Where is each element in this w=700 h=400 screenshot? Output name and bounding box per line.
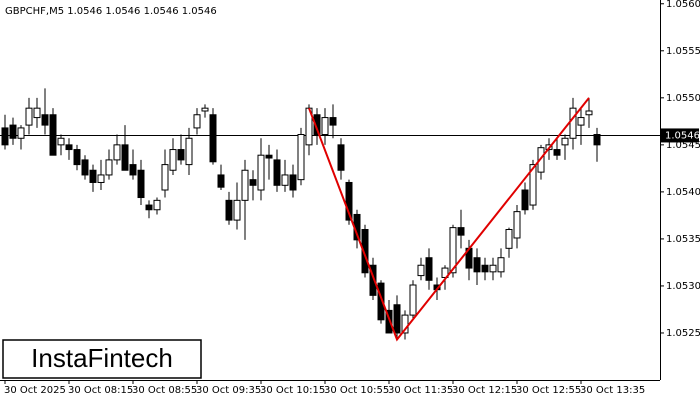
candle-body [417, 264, 425, 277]
pattern-line [308, 97, 590, 342]
candle-body [113, 144, 121, 161]
candle-body [529, 164, 537, 206]
x-tick-label: 30 Oct 09:35 [196, 385, 261, 396]
candle-body [41, 114, 49, 126]
candle-body [585, 110, 593, 116]
candle-body [337, 144, 345, 171]
candle-body [553, 149, 561, 156]
y-tick-label: 1.0530 [666, 281, 700, 292]
candle-body [473, 257, 481, 273]
candle-body [361, 229, 369, 274]
candle-body [9, 124, 17, 139]
x-tick-label: 30 Oct 13:35 [580, 385, 645, 396]
x-tick-label: 30 Oct 12:55 [516, 385, 581, 396]
candle-body [345, 181, 353, 221]
y-tick-label: 1.0550 [666, 93, 700, 104]
candle-body [561, 137, 569, 146]
candle-body [369, 264, 377, 296]
candle-body [329, 117, 337, 126]
current-price-box [661, 128, 699, 143]
candle-body [89, 169, 97, 183]
y-tick-label: 1.0560 [666, 0, 700, 10]
candle-body [273, 159, 281, 186]
candle-body [145, 204, 153, 211]
candle-body [161, 164, 169, 191]
candle-body [17, 127, 25, 139]
candle-body [201, 107, 209, 112]
candle-body [129, 164, 137, 176]
candle-body [537, 147, 545, 173]
candle-body [241, 169, 249, 201]
x-tick-label: 30 Oct 11:35 [388, 385, 453, 396]
x-tick-label: 30 Oct 08:55 [132, 385, 197, 396]
candle-body [393, 304, 401, 334]
x-tick-label: 30 Oct 10:55 [324, 385, 389, 396]
candle-body [497, 257, 505, 273]
candle-body [137, 169, 145, 199]
candle-body [105, 159, 113, 176]
candle-body [481, 264, 489, 273]
candle-body [505, 229, 513, 249]
candle-body [441, 267, 449, 278]
candle-body [257, 154, 265, 191]
candle-body [449, 227, 457, 274]
candle-body [265, 154, 273, 159]
logo: InstaFintech [31, 343, 173, 373]
candle-body [193, 114, 201, 129]
y-tick-label: 1.0535 [666, 234, 700, 245]
x-tick-label: 30 Oct 10:15 [260, 385, 325, 396]
y-tick-label: 1.0555 [666, 46, 700, 57]
x-tick-label: 30 Oct 2025 [4, 385, 66, 396]
candle-body [593, 134, 601, 146]
candle-body [25, 107, 33, 126]
candle-body [249, 179, 257, 186]
current-price-label: 1.0546 [665, 130, 700, 141]
candle-body [177, 149, 185, 161]
candle-body [185, 137, 193, 166]
candle-body [377, 282, 385, 321]
candle-body [73, 149, 81, 166]
candle-body [225, 199, 233, 221]
y-tick-label: 1.0525 [666, 328, 700, 339]
x-tick-label: 30 Oct 08:15 [68, 385, 133, 396]
candle-body [425, 257, 433, 281]
candle-body [57, 137, 65, 146]
candle-body [577, 117, 585, 126]
candle-body [313, 114, 321, 136]
candle-body [33, 107, 41, 119]
candle-body [409, 284, 417, 316]
candle-body [457, 227, 465, 236]
candle-body [513, 211, 521, 239]
candle-body [297, 134, 305, 181]
candle-body [65, 144, 73, 151]
chart-title: GBPCHF,M5 1.0546 1.0546 1.0546 1.0546 [5, 6, 217, 17]
candle-body [233, 199, 241, 221]
candle-body [281, 174, 289, 186]
logo-box [2, 339, 202, 379]
x-tick-label: 30 Oct 12:15 [452, 385, 517, 396]
candle-body [321, 117, 329, 136]
candle-body [521, 189, 529, 211]
candle-body [81, 159, 89, 176]
candle-body [153, 199, 161, 211]
y-tick-label: 1.0540 [666, 187, 700, 198]
y-tick-label: 1.0545 [666, 140, 700, 151]
candle-body [1, 127, 9, 146]
candle-body [489, 264, 497, 273]
candle-body [49, 114, 57, 156]
candle-body [97, 174, 105, 183]
candle-body [569, 107, 577, 139]
candle-body [217, 174, 225, 188]
candle-body [289, 174, 297, 191]
candle-body [121, 144, 129, 171]
candle-body [169, 149, 177, 171]
candle-body [209, 114, 217, 163]
candle-body [401, 314, 409, 334]
candle-body [385, 309, 393, 334]
